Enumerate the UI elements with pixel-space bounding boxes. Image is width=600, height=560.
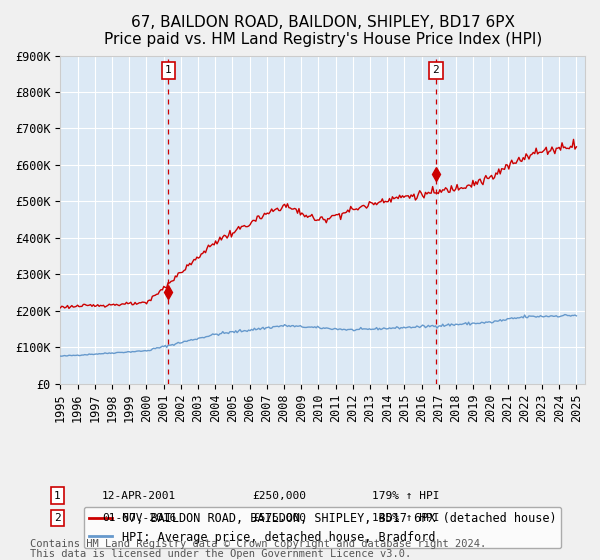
- Text: 145% ↑ HPI: 145% ↑ HPI: [372, 513, 439, 523]
- Text: 12-APR-2001: 12-APR-2001: [102, 491, 176, 501]
- Text: 1: 1: [165, 66, 172, 76]
- Text: This data is licensed under the Open Government Licence v3.0.: This data is licensed under the Open Gov…: [30, 549, 411, 559]
- Text: 1: 1: [54, 491, 61, 501]
- Text: 2: 2: [433, 66, 439, 76]
- Text: 2: 2: [54, 513, 61, 523]
- Text: 179% ↑ HPI: 179% ↑ HPI: [372, 491, 439, 501]
- Text: £575,000: £575,000: [252, 513, 306, 523]
- Title: 67, BAILDON ROAD, BAILDON, SHIPLEY, BD17 6PX
Price paid vs. HM Land Registry's H: 67, BAILDON ROAD, BAILDON, SHIPLEY, BD17…: [104, 15, 542, 48]
- Text: Contains HM Land Registry data © Crown copyright and database right 2024.: Contains HM Land Registry data © Crown c…: [30, 539, 486, 549]
- Text: 01-NOV-2016: 01-NOV-2016: [102, 513, 176, 523]
- Legend: 67, BAILDON ROAD, BAILDON, SHIPLEY, BD17 6PX (detached house), HPI: Average pric: 67, BAILDON ROAD, BAILDON, SHIPLEY, BD17…: [84, 507, 561, 548]
- Text: £250,000: £250,000: [252, 491, 306, 501]
